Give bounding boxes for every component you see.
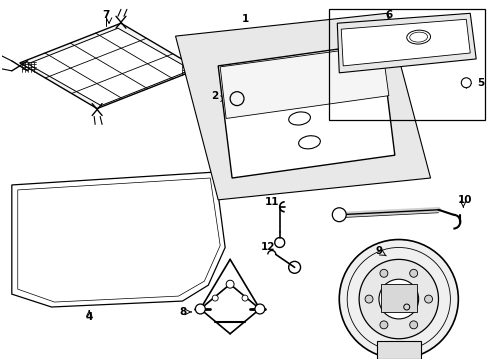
Polygon shape: [175, 13, 429, 200]
Circle shape: [379, 269, 387, 277]
Circle shape: [358, 260, 438, 339]
Circle shape: [254, 304, 264, 314]
Text: 12: 12: [260, 243, 275, 252]
Circle shape: [332, 208, 346, 222]
Text: 6: 6: [385, 10, 392, 20]
Circle shape: [225, 280, 234, 288]
Text: 10: 10: [457, 195, 471, 205]
Bar: [376, 341, 420, 359]
Circle shape: [365, 295, 372, 303]
Text: 11: 11: [264, 197, 279, 207]
Text: 7: 7: [102, 10, 109, 20]
Polygon shape: [218, 43, 394, 178]
Circle shape: [424, 295, 432, 303]
Circle shape: [460, 78, 470, 88]
Bar: [380, 284, 416, 312]
Circle shape: [409, 269, 417, 277]
Circle shape: [195, 304, 205, 314]
Text: 2: 2: [211, 91, 219, 101]
Text: 3: 3: [330, 143, 337, 153]
Circle shape: [242, 295, 247, 301]
Polygon shape: [28, 28, 191, 105]
Circle shape: [379, 321, 387, 329]
Bar: [328, 9, 484, 121]
Polygon shape: [220, 45, 388, 118]
Text: 4: 4: [85, 312, 93, 322]
Text: 1: 1: [241, 14, 248, 24]
Text: 5: 5: [477, 78, 484, 88]
Circle shape: [409, 321, 417, 329]
Circle shape: [212, 295, 218, 301]
Polygon shape: [12, 172, 224, 307]
Polygon shape: [20, 23, 198, 109]
Text: 8: 8: [180, 307, 187, 317]
Text: 9: 9: [375, 247, 382, 256]
Polygon shape: [337, 13, 475, 73]
Polygon shape: [341, 19, 469, 66]
Circle shape: [339, 239, 457, 359]
Circle shape: [378, 279, 418, 319]
Ellipse shape: [406, 30, 429, 44]
